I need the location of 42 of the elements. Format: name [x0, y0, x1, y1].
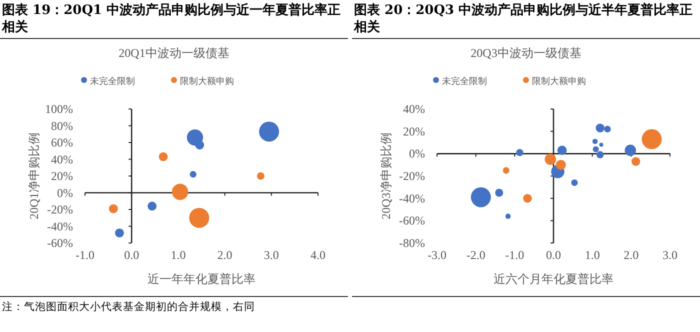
y-tick-label: 40% — [403, 102, 425, 116]
y-tick-label: -80% — [399, 236, 425, 250]
x-tick-label: 2.0 — [217, 248, 232, 262]
y-tick-label: -40% — [399, 191, 425, 206]
x-axis-title: 近六个月年化夏普比率 — [494, 272, 614, 286]
chart-title: 图表 20：20Q3 中波动产品申购比例与近半年夏普比率正相关 — [354, 2, 694, 36]
y-tick-label: 0% — [409, 146, 425, 161]
y-tick-label: 100% — [45, 102, 73, 116]
x-tick-label: 3.0 — [264, 248, 279, 262]
x-tick-label: -1.0 — [505, 248, 524, 262]
y-tick-label: -20% — [399, 169, 425, 183]
y-tick-label: 20% — [51, 169, 73, 183]
x-axis-title: 近一年年化夏普比率 — [148, 272, 256, 286]
chart-subtitle: 20Q3中波动一级债基 — [470, 46, 582, 60]
x-tick-label: 0.0 — [124, 248, 140, 262]
y-tick-label: 0% — [57, 186, 73, 200]
x-tick-label: 4.0 — [310, 248, 326, 262]
x-tick-label: -2.0 — [466, 248, 486, 262]
y-tick-label: 60% — [51, 136, 73, 150]
y-tick-label: -60% — [399, 214, 425, 228]
legend-label: 限制大额申购 — [180, 76, 234, 86]
x-tick-label: 0.0 — [546, 248, 561, 262]
x-tick-label: 3.0 — [662, 248, 678, 262]
x-tick-label: -3.0 — [428, 248, 446, 262]
y-axis-title: 20Q3净申购比例 — [379, 132, 393, 220]
y-tick-label: 20% — [403, 124, 425, 138]
y-tick-label: -40% — [47, 219, 73, 234]
y-tick-label: -60% — [47, 236, 73, 250]
legend-label: 未完全限制 — [442, 76, 487, 86]
x-tick-label: -1.0 — [76, 248, 94, 262]
x-tick-label: 2.0 — [624, 248, 639, 262]
legend-label: 未完全限制 — [90, 76, 135, 86]
x-tick-label: 1.0 — [170, 248, 186, 262]
x-tick-label: 1.0 — [584, 248, 600, 262]
chart-subtitle: 20Q1中波动一级债基 — [118, 46, 230, 60]
y-tick-label: -20% — [47, 202, 73, 216]
y-tick-label: 40% — [51, 152, 73, 166]
text: 注：气泡图面积大小代表基金期初的合并规模，右同 — [2, 300, 255, 314]
y-axis-title: 20Q1净申购比例 — [27, 132, 41, 220]
y-tick-label: 80% — [51, 118, 73, 133]
legend-label: 限制大额申购 — [532, 76, 586, 86]
chart-title: 图表 19：20Q1 中波动产品申购比例与近一年夏普比率正相关 — [2, 2, 342, 36]
